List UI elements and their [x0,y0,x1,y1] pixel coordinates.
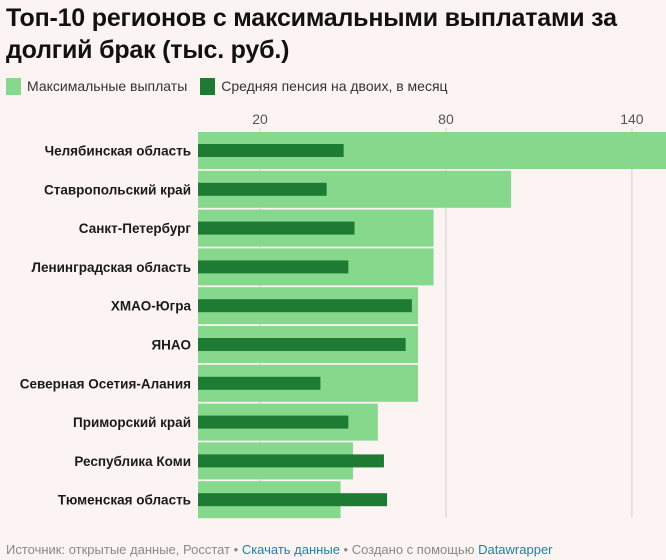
legend-swatch-avg [200,77,216,95]
bar-chart: 20 80 140 Челябинская область Ставропольский… [20,111,666,519]
legend-label-max: Максимальные выплаты [27,78,188,94]
download-data-link[interactable]: Скачать данные [241,542,340,557]
chart-title: Топ-10 регионов с максимальными выплатам… [6,4,617,64]
category-label: Челябинская область [45,144,191,159]
category-label: Санкт-Петербург [79,221,192,236]
legend-item-max: Максимальные выплаты [6,77,188,95]
bar-avg-pension [198,338,406,351]
bar-avg-pension [198,299,412,313]
category-label: Тюменская область [58,493,191,508]
category-label: ХМАО-Югра [111,299,192,314]
bar-avg-pension [198,221,355,235]
bar-avg-pension [198,454,384,468]
legend-swatch-max [6,77,21,95]
footer: Источник: открытые данные, Росстат • Ска… [6,542,553,557]
x-tick-label: 80 [438,111,454,127]
bar-avg-pension [198,415,349,429]
bar-avg-pension [198,493,388,507]
legend: Максимальные выплаты Средняя пенсия на д… [6,76,461,96]
footer-separator: • [230,542,242,557]
category-label: Республика Коми [74,454,191,469]
bar-avg-pension [198,260,349,274]
bar-avg-pension [198,144,344,157]
category-label: Приморский край [73,415,191,430]
legend-item-avg: Средняя пенсия на двоих, в месяц [200,77,448,95]
category-label: Ленинградская область [31,260,191,275]
footer-separator: • [339,542,352,557]
category-label: Ставропольский край [44,182,191,197]
category-label: Северная Осетия-Алания [20,376,191,391]
x-tick-label: 20 [252,111,268,127]
footer-source: Источник: открытые данные, Росстат [6,542,231,557]
datawrapper-link[interactable]: Datawrapper [478,542,553,557]
bar-avg-pension [198,376,321,390]
footer-created: Создано с помощью [351,542,479,557]
bar-avg-pension [198,182,327,196]
category-label: ЯНАО [151,338,191,353]
legend-label-avg: Средняя пенсия на двоих, в месяц [221,78,448,94]
x-tick-label: 140 [620,111,644,127]
